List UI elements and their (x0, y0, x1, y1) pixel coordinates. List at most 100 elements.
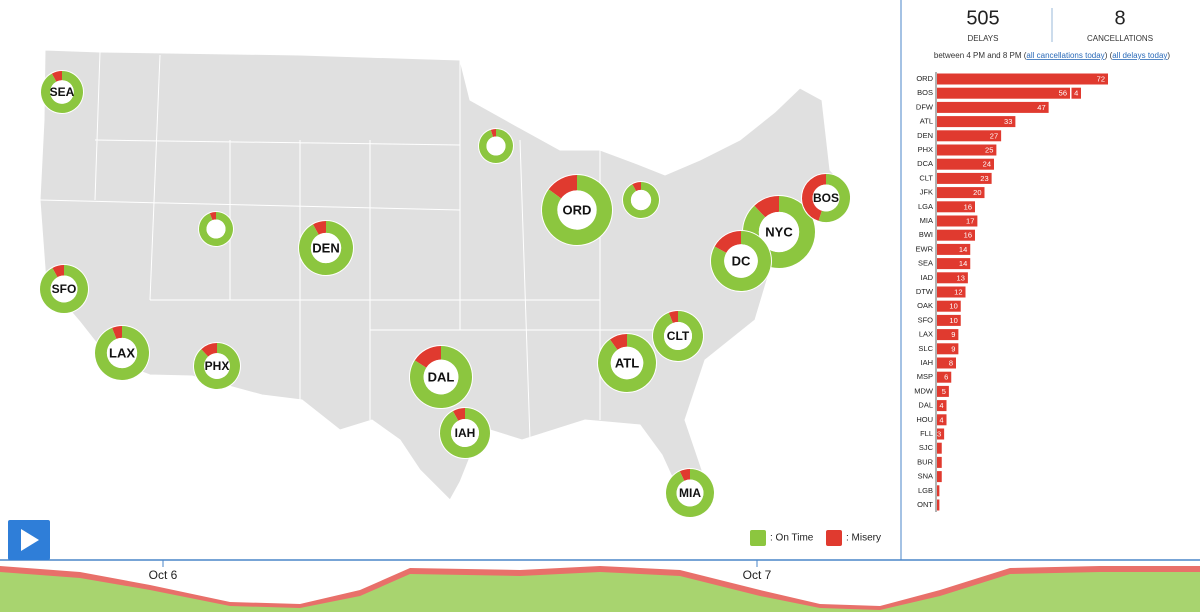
delay-bar (937, 187, 985, 199)
legend-ontime: : On Time (770, 533, 814, 544)
delay-bar (937, 400, 947, 412)
delay-bar (937, 371, 952, 383)
bar-airport: BWI (919, 230, 933, 239)
donut-misery (609, 334, 628, 351)
airport-label: LAX (109, 345, 135, 360)
donut-hole (50, 275, 78, 303)
donut-ontime (199, 212, 233, 246)
bar-airport: CLT (919, 173, 933, 182)
cancellations-count: 8 (1114, 7, 1125, 29)
airport-label: IAH (455, 426, 476, 440)
delay-bar (937, 471, 942, 483)
donut-ontime (299, 221, 353, 275)
timeline-label: Oct 6 (149, 568, 178, 582)
donut-hole (758, 211, 800, 253)
delay-value: 3 (937, 429, 941, 438)
donut-ontime (542, 175, 612, 245)
donut-ontime (41, 71, 83, 113)
delay-bar (937, 456, 942, 468)
cancellations-link[interactable]: all cancellations today (1026, 51, 1104, 60)
delay-value: 20 (973, 188, 981, 197)
bar-airport: DFW (916, 102, 934, 111)
delay-value: 14 (959, 245, 967, 254)
donut-misery (52, 265, 65, 278)
donut-misery (668, 311, 679, 324)
delay-value: 5 (942, 387, 946, 396)
donut-hole (724, 244, 758, 278)
note-text: ) ( (1105, 51, 1113, 60)
cancellations-label: CANCELLATIONS (1087, 34, 1153, 43)
delay-bar (937, 172, 992, 184)
donut-misery (802, 174, 827, 221)
delay-value: 9 (951, 344, 955, 353)
delay-bar (937, 116, 1016, 128)
play-icon[interactable] (21, 529, 39, 551)
donut-misery (112, 326, 123, 340)
donut-hole (610, 346, 644, 380)
airport-label: ATL (615, 355, 639, 370)
timeline: Oct 6 Oct 7 (0, 559, 1200, 612)
donut-hole (812, 184, 840, 212)
note-text: ) (1167, 51, 1170, 60)
delay-bar (937, 499, 940, 511)
donut-misery (209, 212, 217, 221)
bar-airport: DCA (917, 159, 933, 168)
donut-ontime (95, 326, 149, 380)
bar-airport: ATL (920, 117, 933, 126)
donut-ontime (711, 231, 771, 291)
donut-misery (51, 71, 63, 82)
delay-bar (937, 158, 994, 170)
bar-airport: MIA (920, 216, 933, 225)
bar-airport: LGB (918, 486, 933, 495)
donut-hole (486, 136, 506, 156)
delays-label: DELAYS (968, 34, 999, 43)
delay-value: 4 (939, 415, 943, 424)
delay-value: 6 (944, 373, 948, 382)
delay-bar (937, 258, 971, 270)
delay-bar (937, 144, 997, 156)
donut-misery (490, 129, 497, 137)
delay-value: 16 (964, 231, 972, 240)
legend-swatch-ontime (750, 530, 766, 546)
delay-bar (937, 314, 961, 326)
play-button[interactable] (8, 520, 50, 560)
airport-label: NYC (765, 224, 793, 239)
donut-hole (106, 337, 138, 369)
donut-ontime (410, 346, 472, 408)
bar-airport: EWR (916, 244, 934, 253)
cancellation-value: 4 (1074, 89, 1078, 98)
donut-misery (754, 196, 780, 218)
legend-misery: : Misery (846, 533, 881, 544)
delay-value: 16 (964, 202, 972, 211)
bar-airport: DAL (918, 401, 933, 410)
note-text: between 4 PM and 8 PM ( (934, 51, 1027, 60)
donut-hole (204, 353, 230, 379)
airport-label: MIA (679, 486, 701, 500)
donut-ontime (666, 469, 714, 517)
bar-airport: MDW (914, 386, 934, 395)
bar-airport: MSP (917, 372, 933, 381)
donut-ontime (440, 408, 490, 458)
time-note: between 4 PM and 8 PM (all cancellations… (934, 51, 1171, 60)
bar-airport: JFK (920, 188, 933, 197)
donut-ontime (598, 334, 656, 392)
delay-bar (937, 300, 961, 312)
delay-bar (937, 201, 975, 213)
bar-airport: SJC (919, 443, 934, 452)
delay-bar (937, 215, 978, 227)
airport-label: BOS (813, 191, 839, 205)
airport-label: PHX (205, 359, 230, 373)
delay-value: 9 (951, 330, 955, 339)
delay-value: 23 (980, 174, 988, 183)
bar-airport: SFO (918, 315, 934, 324)
donut-misery (452, 408, 466, 421)
airport-label: CLT (667, 329, 690, 343)
bar-airport: SEA (918, 259, 933, 268)
delay-bar (937, 101, 1049, 113)
bar-airport: HOU (916, 415, 933, 424)
delays-link[interactable]: all delays today (1112, 51, 1167, 60)
airport-label: SFO (52, 282, 77, 296)
delay-bar (937, 385, 949, 397)
bar-airport: ONT (917, 500, 933, 509)
delay-bar (937, 343, 959, 355)
